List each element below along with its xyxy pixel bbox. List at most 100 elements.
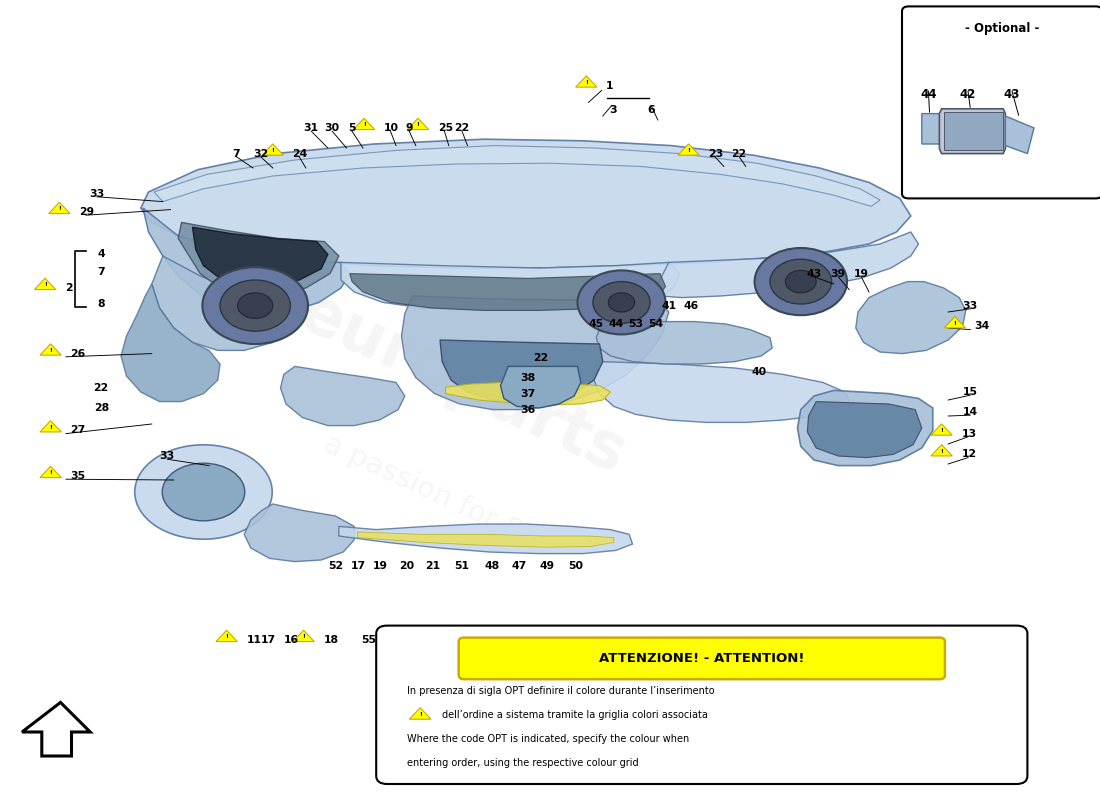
Text: 38: 38 — [520, 373, 536, 382]
Text: !: ! — [226, 634, 228, 639]
Text: 41: 41 — [661, 301, 676, 310]
Text: 43: 43 — [806, 269, 822, 278]
Text: !: ! — [585, 80, 587, 85]
Polygon shape — [154, 146, 880, 206]
Text: 44: 44 — [608, 319, 624, 329]
Text: 45: 45 — [588, 319, 604, 329]
Text: 7: 7 — [98, 267, 104, 277]
Text: dell’ordine a sistema tramite la griglia colori associata: dell’ordine a sistema tramite la griglia… — [442, 710, 708, 720]
Polygon shape — [575, 76, 597, 87]
Polygon shape — [409, 708, 431, 719]
Text: 9: 9 — [406, 123, 412, 133]
Text: 18: 18 — [323, 635, 339, 645]
Text: 3: 3 — [609, 106, 616, 115]
Text: 13: 13 — [961, 429, 977, 438]
Polygon shape — [944, 317, 966, 328]
Text: ATTENZIONE! - ATTENTION!: ATTENZIONE! - ATTENTION! — [600, 652, 804, 665]
Text: 47: 47 — [512, 562, 527, 571]
Polygon shape — [22, 702, 90, 756]
Text: 53: 53 — [628, 319, 643, 329]
Text: 39: 39 — [830, 269, 846, 278]
Polygon shape — [143, 208, 350, 314]
Text: !: ! — [940, 449, 943, 454]
Text: 49: 49 — [539, 562, 554, 571]
Text: 22: 22 — [534, 354, 549, 363]
Bar — [944, 112, 1003, 150]
Text: 50: 50 — [568, 562, 583, 571]
Text: 33: 33 — [160, 451, 175, 461]
Circle shape — [755, 248, 847, 315]
Text: 33: 33 — [89, 189, 104, 198]
Text: !: ! — [58, 206, 60, 211]
Polygon shape — [216, 630, 238, 642]
Text: 23: 23 — [708, 149, 724, 158]
Text: 35: 35 — [70, 471, 86, 481]
Text: 21: 21 — [425, 562, 440, 571]
Text: 32: 32 — [253, 149, 268, 158]
Text: 20: 20 — [399, 562, 415, 571]
Text: !: ! — [272, 148, 274, 153]
Text: 16: 16 — [284, 635, 299, 645]
Polygon shape — [402, 296, 669, 410]
Text: 33: 33 — [962, 301, 978, 310]
Text: Where the code OPT is indicated, specify the colour when: Where the code OPT is indicated, specify… — [407, 734, 690, 744]
Text: 48: 48 — [484, 562, 499, 571]
Polygon shape — [341, 262, 680, 310]
Text: 12: 12 — [961, 450, 977, 459]
Text: 8: 8 — [98, 299, 104, 309]
Text: 43: 43 — [1004, 88, 1020, 101]
Text: !: ! — [50, 425, 52, 430]
Text: 51: 51 — [454, 562, 470, 571]
Polygon shape — [350, 274, 666, 310]
Polygon shape — [358, 532, 614, 547]
Polygon shape — [798, 390, 933, 466]
Polygon shape — [939, 109, 1005, 154]
Text: 22: 22 — [454, 123, 470, 133]
Text: 34: 34 — [975, 322, 990, 331]
Polygon shape — [280, 366, 405, 426]
Text: 54: 54 — [648, 319, 663, 329]
Text: 4: 4 — [98, 250, 104, 259]
Text: 24: 24 — [293, 149, 308, 158]
Text: !: ! — [50, 470, 52, 475]
Text: 5: 5 — [349, 123, 355, 133]
Ellipse shape — [163, 463, 244, 521]
Circle shape — [202, 267, 308, 344]
Polygon shape — [244, 504, 354, 562]
Text: 22: 22 — [94, 383, 109, 393]
Text: 2: 2 — [65, 283, 73, 293]
Circle shape — [770, 259, 832, 304]
FancyBboxPatch shape — [902, 6, 1100, 198]
Polygon shape — [856, 282, 966, 354]
Text: 42: 42 — [960, 88, 976, 101]
Polygon shape — [500, 366, 581, 408]
Polygon shape — [141, 139, 911, 268]
Text: !: ! — [302, 634, 305, 639]
Text: 30: 30 — [324, 123, 340, 133]
Text: 17: 17 — [261, 635, 276, 645]
Polygon shape — [446, 382, 611, 405]
Text: !: ! — [688, 148, 690, 153]
Polygon shape — [440, 340, 603, 402]
Polygon shape — [40, 466, 62, 478]
Text: 17: 17 — [351, 562, 366, 571]
Text: !: ! — [50, 348, 52, 353]
Text: !: ! — [954, 321, 956, 326]
Text: !: ! — [419, 712, 421, 717]
Polygon shape — [658, 232, 918, 298]
Text: a passion for 885: a passion for 885 — [319, 430, 561, 562]
Text: 1: 1 — [606, 81, 614, 90]
Text: 31: 31 — [304, 123, 319, 133]
Text: 26: 26 — [70, 349, 86, 358]
FancyBboxPatch shape — [376, 626, 1027, 784]
Text: 46: 46 — [683, 301, 698, 310]
Text: !: ! — [417, 122, 419, 127]
Text: !: ! — [363, 122, 365, 127]
Polygon shape — [48, 202, 70, 214]
Circle shape — [578, 270, 666, 334]
Text: 11: 11 — [246, 635, 262, 645]
Ellipse shape — [134, 445, 273, 539]
Text: 27: 27 — [70, 426, 86, 435]
Text: 37: 37 — [520, 389, 536, 398]
Circle shape — [593, 282, 650, 323]
